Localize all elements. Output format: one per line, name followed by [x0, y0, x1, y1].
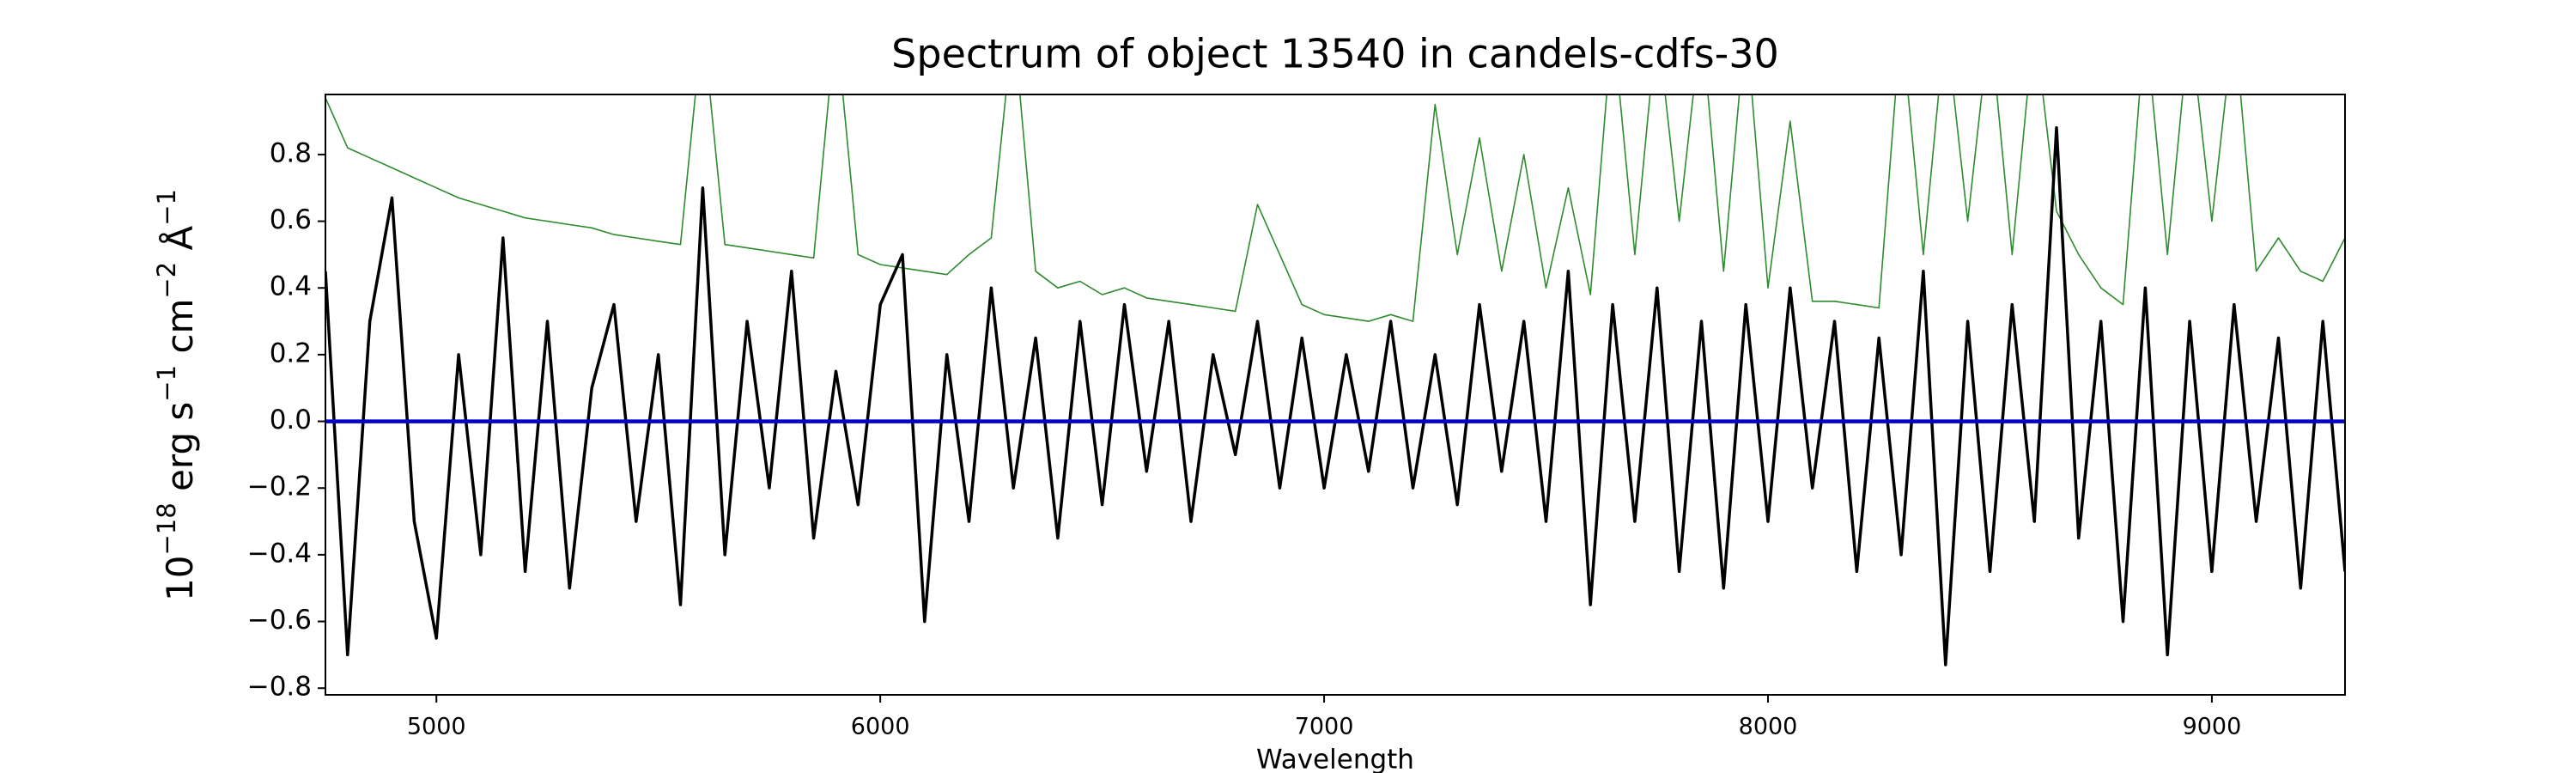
y-tick-label: 0.2: [270, 338, 312, 368]
plot-frame: [325, 94, 2346, 696]
x-tick-label: 6000: [851, 714, 910, 740]
x-axis-label: Wavelength: [1256, 745, 1414, 773]
y-label-text: cm: [159, 299, 201, 365]
y-tick-label: −0.2: [247, 472, 312, 502]
chart-title: Spectrum of object 13540 in candels-cdfs…: [891, 31, 1779, 77]
x-tick-label: 8000: [1739, 714, 1798, 740]
y-tick-label: −0.6: [247, 605, 312, 636]
y-label-superscript: −18: [152, 502, 181, 555]
y-tick-label: 0.6: [270, 204, 312, 235]
series-line: [325, 126, 2345, 666]
y-axis-label: 10−18 erg s−1 cm−2 Å−1: [152, 189, 201, 601]
y-label-superscript: −1: [152, 365, 181, 402]
y-label-superscript: −1: [152, 189, 181, 226]
plot-area: [325, 94, 2345, 666]
x-tick-label: 7000: [1295, 714, 1354, 740]
y-tick-label: −0.8: [247, 672, 312, 703]
series-line: [325, 94, 2345, 322]
x-tick-label: 9000: [2183, 714, 2242, 740]
y-label-text: Å: [158, 226, 201, 262]
y-label-superscript: −2: [152, 262, 181, 299]
y-label-text: erg s: [159, 402, 201, 503]
y-label-text: 10: [159, 556, 201, 601]
y-tick-label: 0.0: [270, 405, 312, 435]
x-tick-label: 5000: [407, 714, 466, 740]
y-tick-label: 0.8: [270, 137, 312, 168]
y-tick-label: −0.4: [247, 538, 312, 569]
y-tick-label: 0.4: [270, 271, 312, 302]
